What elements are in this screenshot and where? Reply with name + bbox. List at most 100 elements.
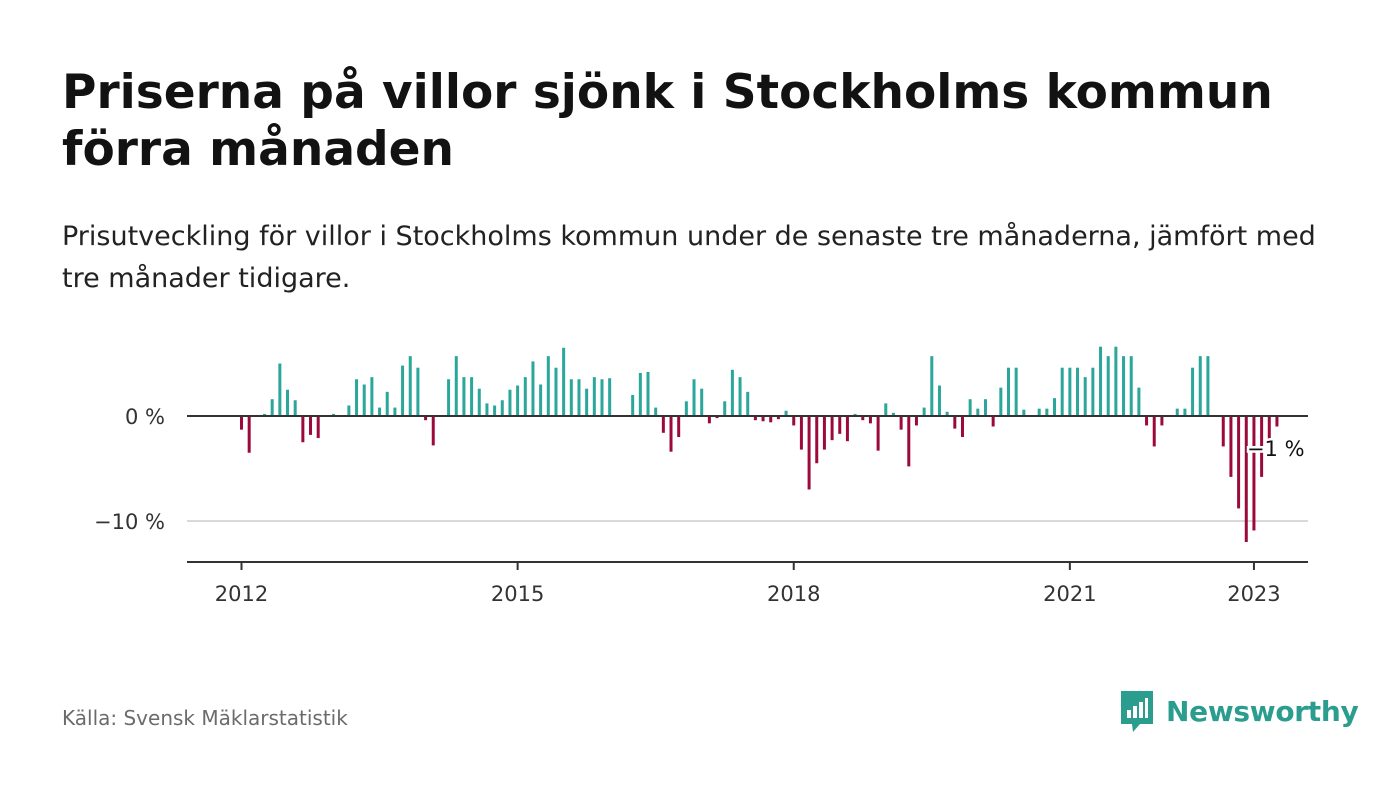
bar bbox=[1191, 367, 1195, 416]
bar bbox=[1060, 367, 1064, 416]
bar bbox=[569, 379, 573, 416]
bar bbox=[562, 347, 566, 416]
bar bbox=[684, 401, 688, 416]
bar bbox=[799, 416, 803, 450]
bar bbox=[930, 356, 934, 416]
chart-subtitle: Prisutveckling för villor i Stockholms k… bbox=[62, 221, 1316, 294]
x-tick-label: 2021 bbox=[1043, 582, 1096, 606]
bar bbox=[876, 416, 880, 451]
bar bbox=[309, 416, 313, 435]
bar bbox=[899, 416, 903, 430]
bar bbox=[1152, 416, 1156, 447]
bar bbox=[738, 377, 742, 416]
bar bbox=[431, 416, 435, 446]
bar bbox=[830, 416, 834, 441]
bar bbox=[638, 372, 642, 416]
bar bbox=[1275, 416, 1279, 427]
bar bbox=[470, 377, 474, 416]
bar bbox=[792, 416, 796, 426]
bar bbox=[922, 407, 926, 416]
bar bbox=[753, 416, 757, 421]
bar bbox=[891, 412, 895, 416]
bar bbox=[1221, 416, 1225, 447]
bar bbox=[815, 416, 819, 464]
newsworthy-logo: Newsworthy bbox=[1118, 688, 1359, 734]
bar bbox=[332, 413, 336, 416]
bar bbox=[654, 407, 658, 416]
bar bbox=[1183, 408, 1187, 416]
bar bbox=[408, 356, 412, 416]
bar bbox=[1198, 356, 1202, 416]
bar bbox=[493, 405, 497, 416]
bar bbox=[1237, 416, 1241, 509]
bar bbox=[968, 399, 972, 416]
source-note: Källa: Svensk Mäklarstatistik bbox=[62, 706, 348, 730]
bar bbox=[585, 388, 589, 416]
bar bbox=[1022, 409, 1026, 416]
bar bbox=[247, 416, 251, 453]
bar bbox=[316, 416, 320, 439]
bar bbox=[769, 416, 773, 423]
bar bbox=[477, 388, 481, 416]
bar bbox=[1068, 367, 1072, 416]
bar bbox=[554, 367, 558, 416]
bar bbox=[631, 395, 635, 416]
bar bbox=[884, 403, 888, 416]
bar bbox=[845, 416, 849, 442]
bar bbox=[1099, 346, 1103, 416]
bar bbox=[707, 416, 711, 424]
bar bbox=[539, 384, 543, 416]
bar bbox=[293, 400, 297, 416]
newsworthy-logo-text: Newsworthy bbox=[1166, 694, 1359, 728]
bar bbox=[953, 416, 957, 429]
bar bbox=[776, 416, 780, 420]
bar bbox=[807, 416, 811, 490]
bar bbox=[347, 405, 351, 416]
x-tick-label: 2023 bbox=[1227, 582, 1280, 606]
bar bbox=[1037, 408, 1041, 416]
bar bbox=[1175, 408, 1179, 416]
bar bbox=[355, 379, 359, 416]
bar bbox=[746, 391, 750, 416]
bar bbox=[531, 361, 535, 416]
bar bbox=[914, 416, 918, 426]
bar bbox=[270, 399, 274, 416]
bar bbox=[945, 411, 949, 416]
bar bbox=[646, 371, 650, 416]
bar bbox=[462, 377, 466, 416]
bar bbox=[401, 365, 405, 416]
gridlines bbox=[187, 415, 1308, 522]
bar bbox=[378, 407, 382, 416]
bar bbox=[1014, 367, 1018, 416]
bar bbox=[500, 400, 504, 416]
bar bbox=[1045, 408, 1049, 416]
bar bbox=[592, 377, 596, 416]
x-tick-label: 2018 bbox=[767, 582, 820, 606]
bar bbox=[485, 403, 489, 416]
bar bbox=[991, 416, 995, 427]
bar bbox=[669, 416, 673, 452]
labels: 0 % −10 % 2012 2015 2018 2021 2023 −1 % bbox=[94, 405, 1307, 606]
bar bbox=[424, 416, 428, 421]
bar bbox=[416, 367, 420, 416]
bar bbox=[608, 378, 612, 416]
bar bbox=[692, 379, 696, 416]
bar bbox=[301, 416, 305, 443]
bar bbox=[1053, 398, 1057, 416]
bar bbox=[508, 389, 512, 416]
bar bbox=[523, 377, 527, 416]
bar bbox=[1083, 377, 1087, 416]
bar bbox=[1267, 416, 1271, 440]
bar bbox=[1145, 416, 1149, 426]
bar bbox=[516, 385, 520, 416]
bar bbox=[822, 416, 826, 450]
bar bbox=[370, 377, 374, 416]
bar bbox=[853, 413, 857, 416]
bar bbox=[700, 388, 704, 416]
bar bbox=[1260, 416, 1264, 477]
bar bbox=[937, 385, 941, 416]
bars bbox=[240, 346, 1279, 542]
bar bbox=[362, 384, 366, 416]
bar bbox=[1244, 416, 1248, 542]
